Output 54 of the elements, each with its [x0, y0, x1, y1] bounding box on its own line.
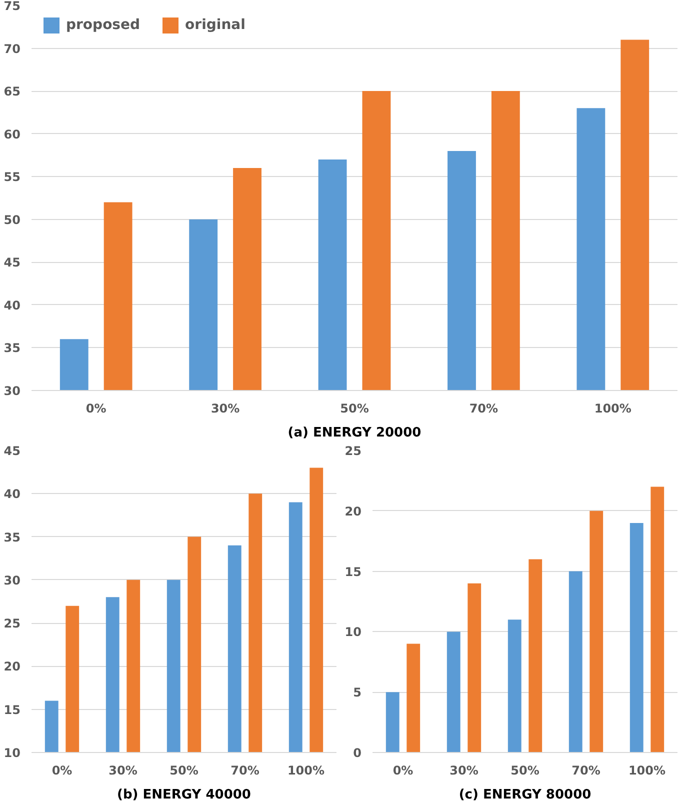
- x-tick-label: 50%: [340, 402, 369, 416]
- text: (c) ENERGY 80000: [458, 788, 592, 802]
- y-tick-label: 45: [4, 444, 21, 458]
- bar: [446, 632, 460, 752]
- bar: [468, 583, 482, 752]
- y-tick-label: 10: [4, 746, 21, 760]
- y-tick-label: 30: [4, 384, 21, 398]
- x-tick-label: 100%: [628, 764, 666, 778]
- y-tick-label: 60: [4, 127, 21, 142]
- x-tick-label: 30%: [210, 402, 240, 416]
- text: (a) ENERGY 20000: [288, 426, 422, 440]
- y-tick-label: 55: [4, 170, 21, 184]
- x-tick-label: 30%: [108, 764, 138, 778]
- y-tick-label: 45: [4, 256, 21, 270]
- y-tick-label: 10: [344, 625, 362, 640]
- y-tick-label: 15: [4, 702, 21, 717]
- y-tick-label: 15: [344, 564, 362, 579]
- x-tick-label: 0%: [86, 402, 106, 416]
- y-tick-label: 20: [344, 504, 362, 518]
- y-tick-label: 40: [4, 487, 21, 502]
- x-tick-label: 70%: [230, 764, 260, 778]
- y-tick-label: 75: [4, 0, 21, 13]
- bar: [386, 692, 400, 752]
- y-tick-label: 25: [344, 444, 362, 458]
- bar: [508, 620, 522, 752]
- bar: [630, 522, 644, 752]
- y-tick-label: 70: [4, 42, 21, 56]
- y-tick-label: 65: [4, 84, 21, 99]
- y-tick-label: 50: [4, 212, 21, 227]
- y-tick-label: 0: [353, 746, 362, 760]
- x-tick-label: 0%: [392, 764, 414, 778]
- x-tick-label: 50%: [510, 764, 540, 778]
- y-tick-label: 5: [353, 686, 362, 700]
- legend-label: original: [185, 17, 246, 33]
- bar: [650, 486, 664, 752]
- y-tick-label: 30: [4, 573, 21, 588]
- bar: [568, 571, 582, 752]
- bar: [590, 510, 604, 752]
- x-tick-label: 30%: [450, 764, 478, 778]
- x-tick-label: 100%: [287, 764, 325, 778]
- bar: [528, 559, 542, 752]
- legend-label: proposed: [66, 17, 140, 33]
- x-tick-label: 50%: [170, 764, 198, 778]
- bar: [406, 644, 420, 752]
- y-tick-label: 40: [4, 298, 21, 312]
- text: (b) ENERGY 40000: [117, 788, 251, 802]
- x-tick-label: 100%: [594, 402, 632, 416]
- x-tick-label: 70%: [572, 764, 600, 778]
- y-tick-label: 20: [4, 660, 21, 674]
- y-tick-label: 25: [4, 616, 21, 631]
- y-tick-label: 35: [4, 530, 21, 544]
- y-tick-label: 35: [4, 341, 21, 356]
- x-tick-label: 70%: [469, 402, 498, 416]
- x-tick-label: 0%: [52, 764, 72, 778]
